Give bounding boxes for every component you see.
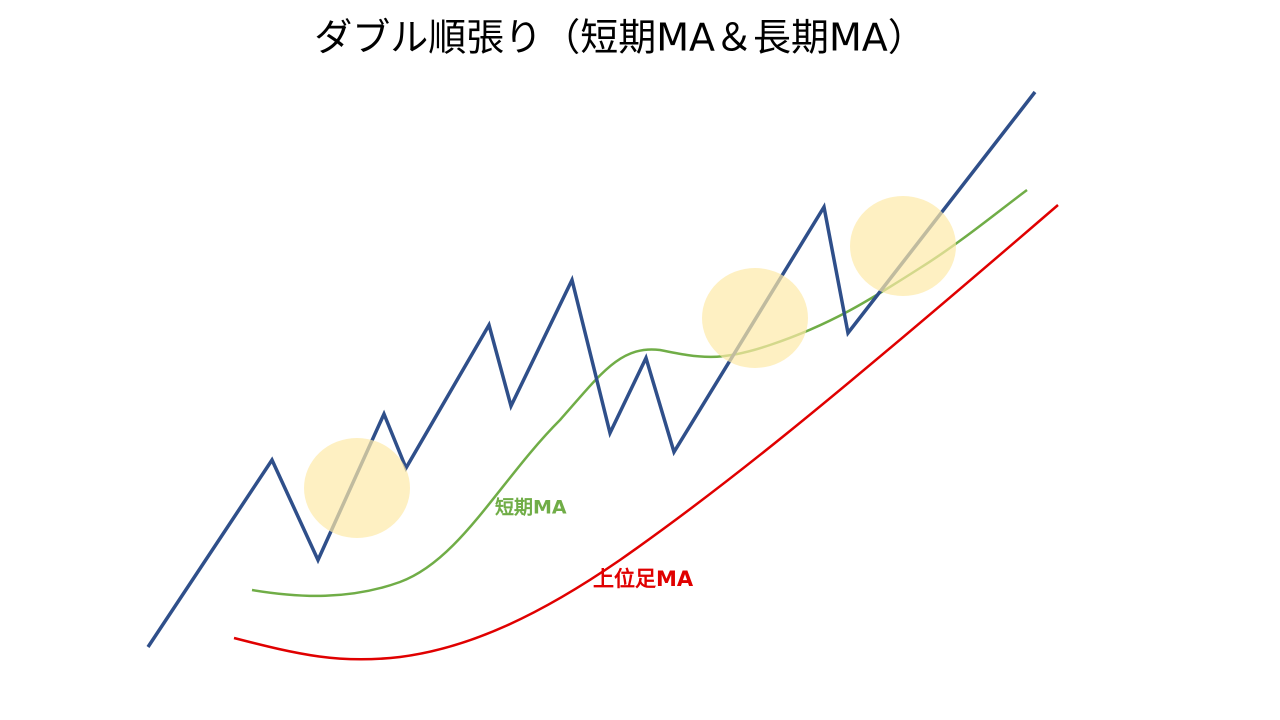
entry-circle <box>304 438 410 538</box>
higher-ma-label: 上位足MA <box>593 567 694 591</box>
entry-circle <box>850 196 956 296</box>
entry-circle <box>702 268 808 368</box>
price-line <box>146 90 1037 648</box>
short-ma-label: 短期MA <box>495 496 567 519</box>
title: ダブル順張り（短期MA＆長期MA） <box>314 16 926 60</box>
higher-ma-line <box>233 204 1059 661</box>
